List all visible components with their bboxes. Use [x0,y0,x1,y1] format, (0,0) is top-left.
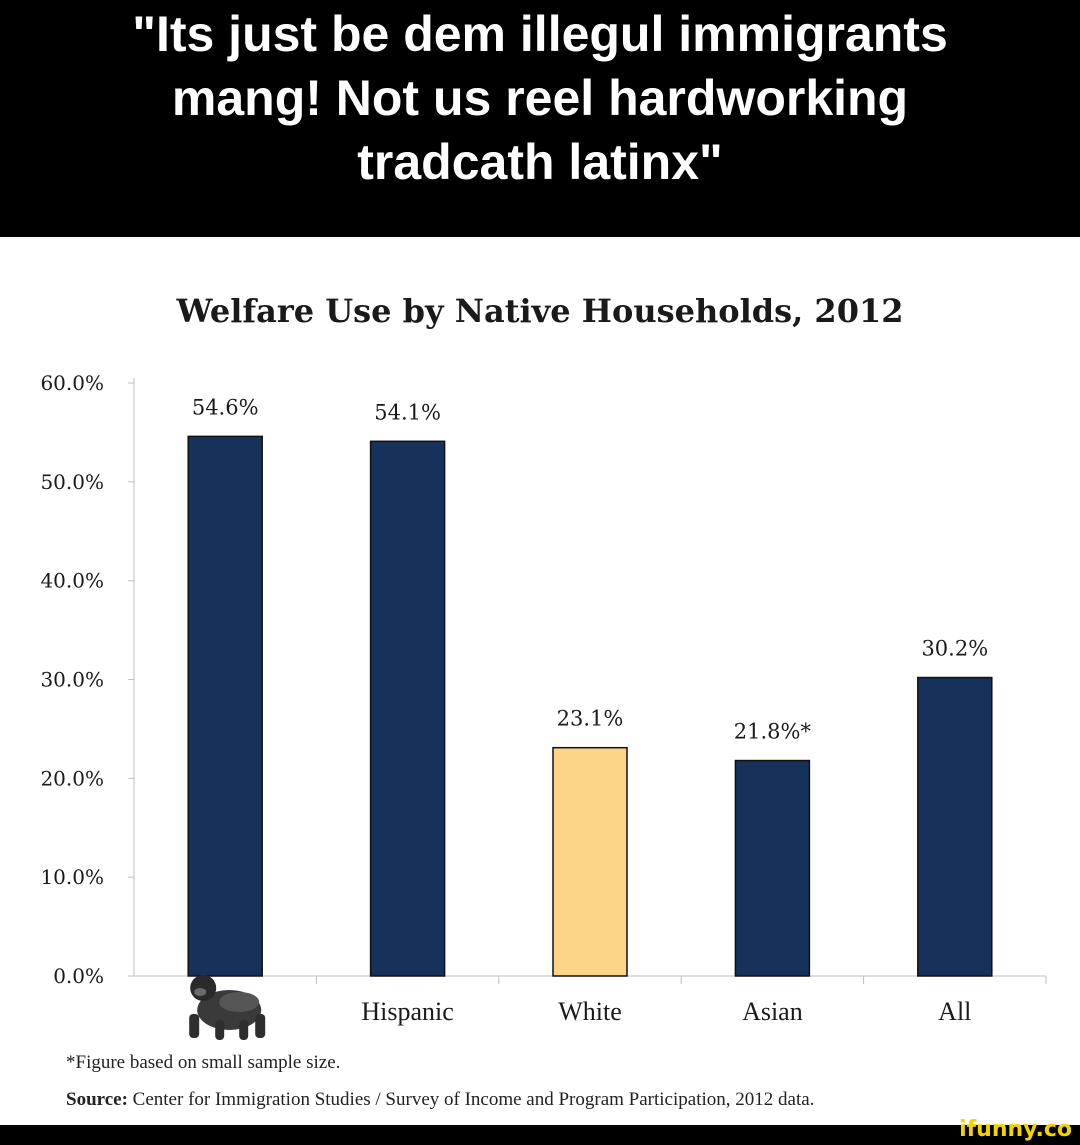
bar [734,759,811,977]
bar-value-label: 23.1% [557,707,624,731]
caption-line-2: mang! Not us reel hardworking [171,70,909,126]
gorilla-icon-part [215,1020,225,1040]
gorilla-icon-part [219,992,260,1012]
chart-source: Source: Center for Immigration Studies /… [66,1089,814,1111]
y-tick-label: 0.0% [53,964,104,988]
ifunny-watermark: ifunny.co [959,1117,1072,1142]
gorilla-icon-part [189,1014,200,1038]
x-category-label: Asian [742,997,803,1026]
bar-value-label: 54.1% [374,400,441,424]
x-category-label: White [558,997,622,1026]
bar-value-label: 21.8%* [734,720,812,744]
caption-line-3: tradcath latinx" [357,134,723,190]
y-tick-label: 50.0% [40,470,104,494]
chart-footnote: *Figure based on small sample size. [66,1052,341,1073]
bar [552,746,628,977]
gorilla-icon-part [194,988,207,996]
caption-line-1: "Its just be dem illegul immigrants [132,6,948,62]
gorilla-icon-part [255,1014,266,1038]
gorilla-icon [189,975,266,1040]
bar [917,676,993,977]
y-tick-label: 10.0% [40,865,104,889]
watermark-bar: ifunny.co [0,1117,1080,1145]
x-category-label: Hispanic [361,997,453,1026]
chart-title: Welfare Use by Native Households, 2012 [176,292,904,330]
y-tick-label: 30.0% [40,668,104,692]
bar-value-label: 54.6% [192,395,259,419]
y-tick-label: 20.0% [40,766,104,790]
bar-chart: 0.0% 10.0% 20.0% 30.0% 40.0% 50.0% 60.0% 54.6% 5… [40,371,1047,1040]
x-category-label: All [938,997,971,1026]
bar [369,440,446,977]
source-label: Source: [66,1089,128,1110]
gorilla-icon-part [190,975,217,1001]
bar-value-label: 30.2% [921,637,988,661]
y-tick-label: 60.0% [40,371,104,395]
bar [187,435,263,977]
meme-caption: "Its just be dem illegul immigrants mang… [0,0,1080,237]
y-tick-label: 40.0% [40,569,104,593]
gorilla-icon-part [239,1020,249,1040]
source-text: Center for Immigration Studies / Survey … [127,1089,815,1110]
